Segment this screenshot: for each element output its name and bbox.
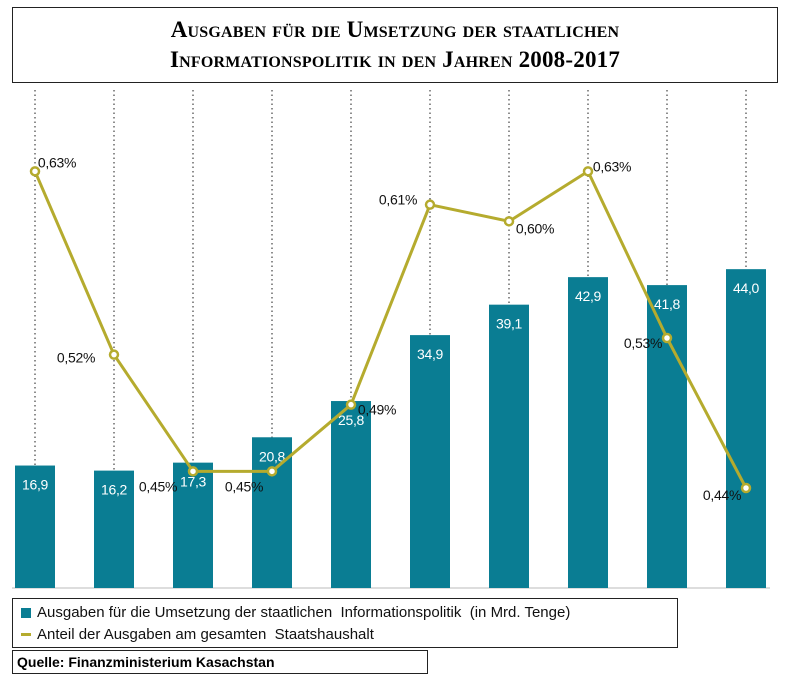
bar-2011 [252,437,292,588]
line-point-2012 [345,399,357,410]
line-point-2008 [29,166,41,177]
line-point-2014 [503,216,515,227]
line-label-2008: 0,63% [38,154,76,170]
bar-label-2017: 44,0 [733,280,760,296]
bar-2010 [173,462,213,588]
line-point-2010 [187,466,199,477]
line-label-2016: 0,53% [624,335,662,351]
legend-swatch-line [21,633,31,636]
chart-title: Ausgaben für die Umsetzung der staatlich… [12,7,778,83]
bar-label-2010: 17,3 [180,474,207,490]
combo-chart: 16,9 16,2 17,3 20,8 25,8 34,9 39,1 42,9 41,8 44,0… [12,90,770,589]
line-label-2017: 0,44% [703,487,741,503]
source-note: Quelle: Finanzministerium Kasachstan [12,650,428,674]
bar-label-2013: 34,9 [417,346,444,362]
line-point-2015 [582,166,594,177]
line-point-2016 [661,332,673,344]
chart-title-line-1: Ausgaben für die Umsetzung der staatlich… [170,17,620,42]
line-point-2017 [740,482,752,494]
bar-2009 [94,470,134,588]
legend: Ausgaben für die Umsetzung der staatlich… [12,598,678,648]
bar-label-2009: 16,2 [101,482,128,498]
bar-label-2016: 41,8 [654,296,681,312]
bar-label-2014: 39,1 [496,316,523,332]
bar-label-2011: 20,8 [259,448,286,464]
bar-2016 [647,285,687,588]
line-point-2011 [266,466,278,477]
line-path [33,169,748,489]
bar-2013 [410,335,450,588]
legend-swatch-bar [21,607,31,618]
line-label-2010: 0,45% [139,478,177,494]
bar-label-2015: 42,9 [575,288,602,304]
legend-label-bars: Ausgaben für die Umsetzung der staatlich… [37,604,571,621]
bar-label-2012: 25,8 [338,412,365,428]
line-label-2015: 0,63% [593,158,631,174]
chart-title-line-2: Informationspolitik in den Jahren 2008-2… [169,47,621,72]
line-label-2011: 0,45% [225,478,263,494]
bar-2017 [726,269,766,588]
legend-item-bars: Ausgaben für die Umsetzung der staatlich… [21,604,570,621]
line-label-2012: 0,49% [358,402,396,418]
line-point-2013 [424,199,436,210]
bar-2012 [331,401,371,588]
line-point-2009 [108,349,120,360]
bar-2015 [568,277,608,588]
line-label-2013: 0,61% [379,192,417,208]
legend-label-line: Anteil der Ausgaben am gesamten Staatsha… [37,626,374,643]
legend-item-line: Anteil der Ausgaben am gesamten Staatsha… [21,626,374,643]
bar-label-2008: 16,9 [22,477,49,493]
line-series: 0,63% 0,52% 0,45% 0,45% 0,49% 0,61% 0,60% 0,63%… [29,154,752,503]
bar-2008 [15,465,55,588]
line-label-2009: 0,52% [57,350,95,366]
bar-2014 [489,304,529,588]
line-label-2014: 0,60% [516,220,554,236]
bar-series: 16,9 16,2 17,3 20,8 25,8 34,9 39,1 42,9 41,8 44,0 [15,269,766,588]
